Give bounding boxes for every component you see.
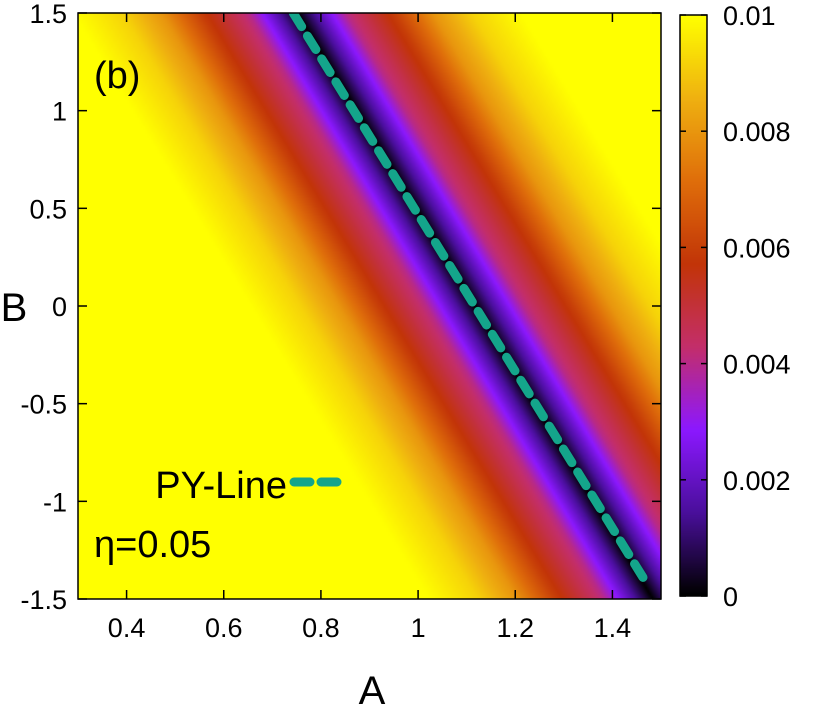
x-tick-label: 0.6 bbox=[205, 613, 243, 643]
x-axis-ticks: 0.4 0.6 0.8 1 1.2 1.4 bbox=[108, 13, 631, 643]
x-tick-label: 1.4 bbox=[594, 613, 632, 643]
y-tick-label: -1 bbox=[43, 487, 67, 517]
panel-label: (b) bbox=[94, 55, 140, 97]
x-tick-label: 0.8 bbox=[302, 613, 340, 643]
heatmap-field bbox=[78, 13, 661, 599]
colorbar-tick-label: 0.004 bbox=[723, 350, 791, 380]
x-tick-label: 0.4 bbox=[108, 613, 146, 643]
colorbar-tick-label: 0.002 bbox=[723, 466, 791, 496]
y-tick-label: 1.5 bbox=[29, 0, 67, 29]
colorbar-tick-label: 0 bbox=[723, 582, 738, 612]
colorbar-gradient bbox=[680, 15, 707, 596]
y-tick-label: -0.5 bbox=[20, 390, 67, 420]
y-tick-label: 1 bbox=[52, 97, 67, 127]
colorbar-ticks: 0 0.002 0.004 0.006 0.008 0.01 bbox=[680, 1, 791, 612]
y-axis-ticks: -1.5 -1 -0.5 0 0.5 1 1.5 bbox=[20, 0, 661, 615]
x-tick-label: 1.2 bbox=[496, 613, 534, 643]
eta-annotation: η=0.05 bbox=[94, 524, 211, 566]
x-axis-title: A bbox=[359, 669, 386, 708]
colorbar bbox=[679, 14, 708, 597]
colorbar-tick-label: 0.01 bbox=[723, 1, 776, 31]
legend-label-py-line: PY-Line bbox=[155, 465, 287, 507]
py-line-series bbox=[288, 13, 653, 590]
y-tick-label: 0 bbox=[52, 292, 67, 322]
x-tick-label: 1 bbox=[411, 613, 426, 643]
y-tick-label: -1.5 bbox=[20, 585, 67, 615]
y-tick-label: 0.5 bbox=[29, 194, 67, 224]
colorbar-tick-label: 0.008 bbox=[723, 117, 791, 147]
y-axis-title: B bbox=[1, 286, 28, 330]
colorbar-tick-label: 0.006 bbox=[723, 233, 791, 263]
